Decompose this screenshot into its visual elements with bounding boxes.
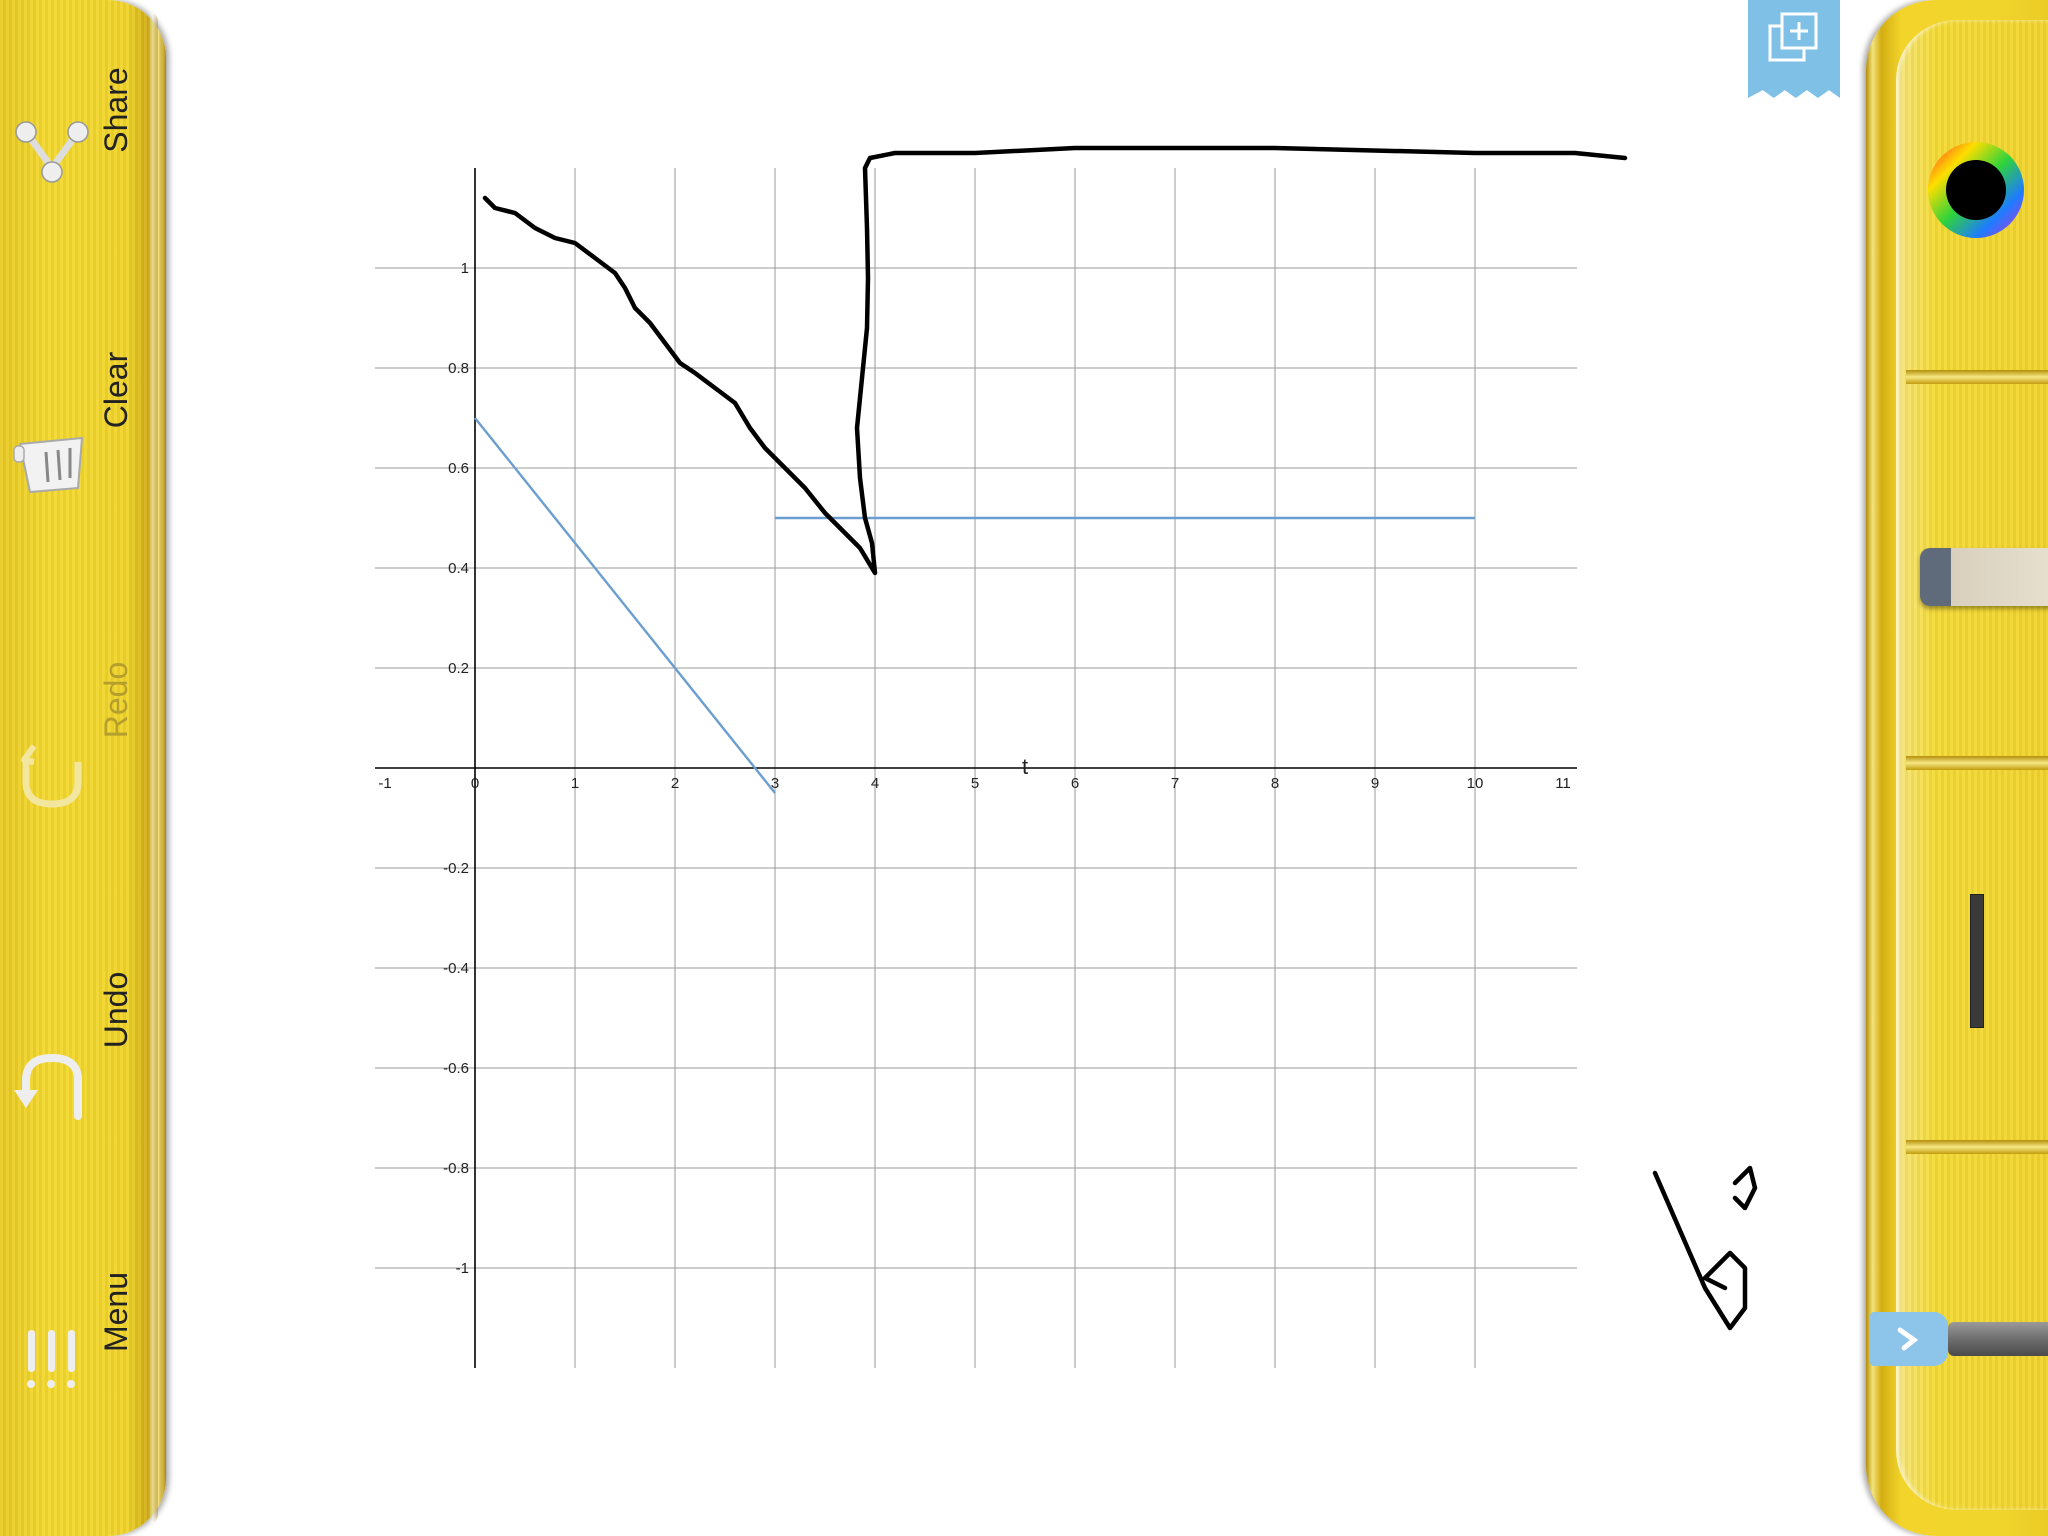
toolbar-divider [1906, 1140, 2048, 1154]
graph-canvas[interactable]: -1 0 1 2 3 4 5 6 7 8 9 10 1110.80.60.40.2-0.2-0.4-0.… [360, 140, 1810, 1380]
x-tick-label: 8 [1271, 775, 1279, 792]
ink-stroke [482, 145, 1628, 576]
redo-label: Redo [98, 661, 134, 739]
x-tick-label: 9 [1371, 775, 1379, 792]
ink-stroke [1652, 1170, 1748, 1331]
y-tick-label: -0.8 [443, 1160, 469, 1177]
x-tick-label: 10 [1467, 775, 1484, 792]
y-tick-label: 0.8 [448, 360, 469, 377]
x-axis-label: t [1022, 754, 1028, 779]
redo-icon [21, 744, 82, 808]
share-button[interactable]: Share [0, 40, 160, 260]
tick-labels: -1 0 1 2 3 4 5 6 7 8 9 10 1110.80.60.40.2-0.2-0.4-0.… [378, 260, 1570, 1277]
add-page-button[interactable] [1748, 0, 1840, 98]
trash-icon [13, 436, 84, 494]
right-toolbar [1866, 0, 2048, 1536]
undo-label: Undo [98, 971, 134, 1049]
clear-label: Clear [98, 351, 134, 429]
x-tick-label: 0 [471, 775, 479, 792]
plotted-series [474, 417, 1475, 794]
pen-tab[interactable] [1870, 1312, 1948, 1366]
undo-button[interactable]: Undo [0, 968, 160, 1188]
add-page-icon [1768, 12, 1818, 62]
x-tick-label: 2 [671, 775, 679, 792]
x-tick-label: -1 [378, 775, 391, 792]
x-tick-label: 4 [871, 775, 879, 792]
axes [375, 168, 1577, 1368]
redo-button[interactable]: Redo [0, 660, 160, 880]
menu-icon [27, 1330, 75, 1388]
y-tick-label: 0.2 [448, 660, 469, 677]
undo-icon [14, 1053, 82, 1120]
y-tick-label: 0.4 [448, 560, 469, 577]
menu-button[interactable]: Menu [0, 1270, 160, 1490]
y-tick-label: 1 [461, 260, 469, 277]
eraser-tool[interactable] [1920, 548, 2048, 606]
x-tick-label: 5 [971, 775, 979, 792]
toolbar-divider [1906, 370, 2048, 384]
y-tick-label: -0.6 [443, 1060, 469, 1077]
y-tick-label: -0.2 [443, 860, 469, 877]
x-tick-label: 1 [571, 775, 579, 792]
x-tick-label: 7 [1171, 775, 1179, 792]
x-tick-label: 3 [771, 775, 779, 792]
clear-button[interactable]: Clear [0, 348, 160, 568]
y-tick-label: 0.6 [448, 460, 469, 477]
x-tick-label: 6 [1071, 775, 1079, 792]
current-color-swatch [1946, 160, 2006, 220]
pen-tool[interactable] [1948, 1322, 2048, 1356]
ink-stroke [1732, 1165, 1758, 1211]
pen-select-icon [1897, 1327, 1919, 1351]
x-tick-label: 11 [1555, 775, 1571, 792]
line-width-indicator[interactable] [1970, 894, 1984, 1028]
share-icon [15, 121, 89, 183]
share-label: Share [98, 67, 134, 153]
menu-label: Menu [98, 1271, 134, 1353]
series-line [474, 417, 776, 794]
y-tick-label: -1 [456, 1260, 469, 1277]
color-wheel-icon[interactable] [1926, 140, 2026, 240]
y-tick-label: -0.4 [443, 960, 469, 977]
ink-strokes [482, 145, 1758, 1331]
toolbar-divider [1906, 756, 2048, 770]
